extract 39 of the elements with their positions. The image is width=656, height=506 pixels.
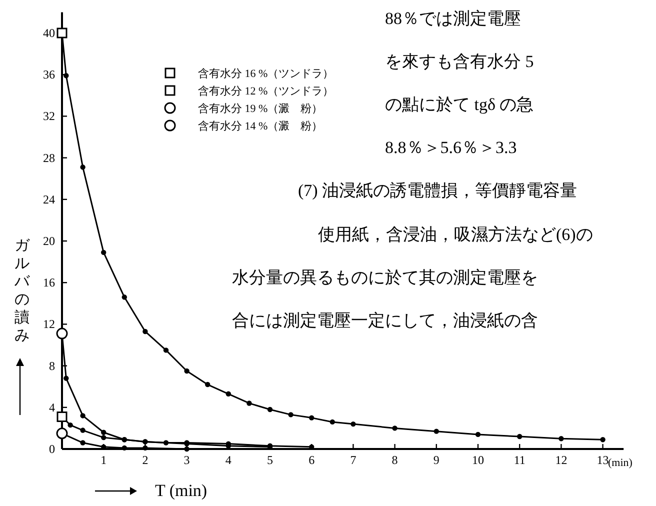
annotation: 88％では測定電壓 bbox=[385, 9, 521, 28]
y-tick-label: 8 bbox=[49, 358, 55, 373]
x-axis-title: T (min) bbox=[155, 481, 208, 500]
annotation: 水分量の異るものに於て其の測定電壓を bbox=[232, 268, 538, 287]
y-tick-label: 32 bbox=[43, 109, 55, 124]
x-tick-label: 8 bbox=[392, 453, 398, 467]
y-tick-label: 4 bbox=[49, 400, 55, 414]
y-axis-title: ガルバの讀み bbox=[14, 238, 30, 344]
x-tick-label: 4 bbox=[225, 453, 232, 467]
y-tick-label: 0 bbox=[49, 442, 55, 456]
x-tick-label: 10 bbox=[472, 453, 484, 467]
x-tick-label: 11 bbox=[514, 453, 526, 467]
x-tick-label: 9 bbox=[433, 453, 440, 467]
annotation: の點に於て tgδ の急 bbox=[385, 95, 534, 114]
x-tick-label: 13 bbox=[596, 453, 609, 467]
y-tick-label: 12 bbox=[43, 317, 55, 332]
annotation: 合には測定電壓一定にして，油浸紙の含 bbox=[232, 311, 538, 330]
x-tick-label: 7 bbox=[350, 453, 356, 467]
x-tick-label: 3 bbox=[184, 453, 190, 467]
legend-label: 含有水分 12 %（ツンドラ） bbox=[198, 84, 334, 98]
annotation: を來すも含有水分 5 bbox=[385, 52, 534, 71]
y-tick-label: 24 bbox=[43, 192, 55, 206]
y-tick-label: 16 bbox=[43, 276, 55, 290]
legend-label: 含有水分 16 %（ツンドラ） bbox=[198, 67, 334, 80]
y-tick-label: 28 bbox=[43, 150, 55, 165]
annotation: (7) 油浸紙の誘電體損，等價靜電容量 bbox=[298, 181, 578, 200]
annotation: (min) bbox=[608, 457, 632, 469]
x-tick-label: 2 bbox=[142, 453, 148, 467]
y-tick-label: 20 bbox=[43, 234, 55, 248]
y-tick-label: 36 bbox=[43, 68, 55, 82]
y-tick-label: 40 bbox=[43, 26, 55, 40]
annotation: 8.8％＞5.6％＞3.3 bbox=[385, 138, 517, 157]
x-tick-label: 12 bbox=[555, 453, 568, 467]
legend-label: 含有水分 19 %（澱 粉） bbox=[198, 102, 323, 115]
x-tick-label: 5 bbox=[267, 453, 273, 467]
annotation: 使用紙，含浸油，吸濕方法など(6)の bbox=[318, 225, 593, 244]
x-tick-label: 6 bbox=[308, 453, 315, 467]
legend-label: 含有水分 14 %（澱 粉） bbox=[198, 120, 323, 132]
x-tick-label: 1 bbox=[100, 453, 107, 467]
